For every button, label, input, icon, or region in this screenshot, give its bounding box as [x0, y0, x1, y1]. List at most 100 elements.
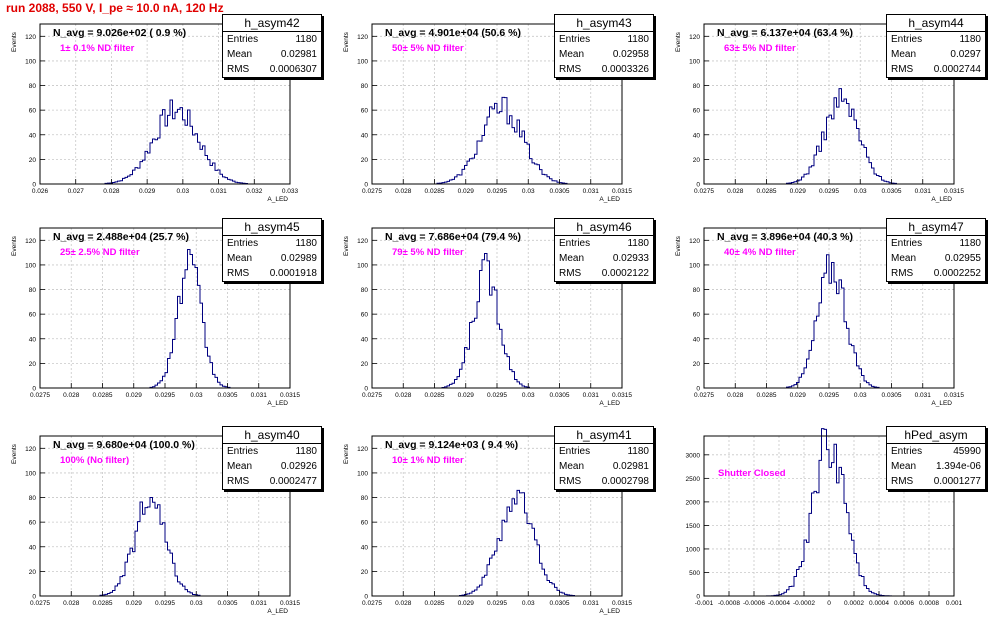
y-tick-label: 100 — [357, 470, 368, 477]
stats-label: RMS — [227, 268, 250, 279]
stats-label: Mean — [559, 49, 585, 60]
filter-annotation: Shutter Closed — [718, 468, 786, 479]
stats-value: 1180 — [627, 446, 649, 457]
x-tick-label: 0.0295 — [819, 392, 839, 399]
stats-value: 0.0297 — [950, 49, 981, 60]
stats-value: 0.02926 — [280, 461, 317, 472]
stats-value: 1180 — [627, 34, 649, 45]
histogram-plot: 0.0275 0.028 0.0285 0.029 0.0295 0.03 0.0305 0.… — [343, 435, 632, 615]
x-tick-label: 0.0295 — [487, 188, 507, 195]
y-tick-label: 20 — [29, 569, 37, 576]
stats-label: Mean — [891, 461, 917, 472]
x-tick-label: 0.0305 — [882, 392, 902, 399]
x-tick-label: 0.0315 — [944, 392, 964, 399]
y-tick-label: 80 — [693, 287, 701, 294]
y-tick-label: 80 — [29, 495, 37, 502]
stats-label: RMS — [227, 64, 250, 75]
y-tick-label: 0 — [364, 386, 368, 393]
x-tick-label: 0.029 — [126, 392, 143, 399]
histogram-title: N_avg = 9.680e+04 (100.0 %) — [53, 439, 195, 451]
stats-label: Entries — [559, 446, 591, 457]
y-tick-label: 2500 — [686, 476, 701, 483]
y-tick-label: 100 — [25, 470, 36, 477]
y-axis-label: Events — [343, 31, 350, 52]
x-axis-label: A_LED — [599, 608, 620, 615]
x-tick-label: 0.029 — [458, 392, 475, 399]
stats-label: Entries — [559, 34, 591, 45]
histogram-title: N_avg = 2.488e+04 (25.7 %) — [53, 231, 189, 243]
x-tick-label: 0.0315 — [612, 392, 632, 399]
stats-hist-name: h_asym46 — [555, 219, 653, 236]
y-tick-label: 120 — [25, 34, 36, 41]
stats-value: 0.0002252 — [933, 268, 981, 279]
y-axis-label: Events — [675, 235, 682, 256]
stats-label: Mean — [891, 49, 917, 60]
stats-hist-name: h_asym41 — [555, 427, 653, 444]
y-axis-label: Events — [11, 443, 18, 464]
stats-row-entries: Entries 1180 — [887, 236, 985, 251]
x-axis-label: A_LED — [267, 196, 288, 203]
stats-label: RMS — [559, 64, 582, 75]
stats-row-rms: RMS 0.0001918 — [223, 266, 321, 281]
stats-label: Entries — [227, 446, 259, 457]
y-tick-label: 100 — [357, 58, 368, 65]
x-tick-label: 0.032 — [246, 188, 263, 195]
x-tick-label: 0.031 — [915, 392, 932, 399]
histogram-line — [40, 99, 290, 185]
stats-label: RMS — [891, 476, 914, 487]
stats-label: RMS — [559, 268, 582, 279]
x-tick-label: 0.0275 — [362, 392, 382, 399]
stats-value: 0.02958 — [612, 49, 649, 60]
y-tick-label: 120 — [689, 34, 700, 41]
x-tick-label: 0.0275 — [30, 600, 50, 607]
y-tick-label: 60 — [361, 520, 369, 527]
x-tick-label: 0.03 — [190, 600, 203, 607]
y-axis-label: Events — [11, 31, 18, 52]
histogram-title: N_avg = 4.901e+04 (50.6 %) — [385, 27, 521, 39]
y-tick-label: 40 — [361, 336, 369, 343]
x-tick-label: 0.0305 — [218, 600, 238, 607]
stats-row-entries: Entries 1180 — [223, 444, 321, 459]
x-tick-label: 0.0305 — [550, 188, 570, 195]
x-tick-label: 0.027 — [68, 188, 85, 195]
histogram-panel-h_asym42: 0.026 0.027 0.028 0.029 0.03 0.031 0.032 0.033 0… — [0, 12, 332, 212]
histogram-plot: 0.0275 0.028 0.0285 0.029 0.0295 0.03 0.0305 0.… — [675, 227, 964, 407]
y-tick-label: 500 — [689, 570, 700, 577]
stats-value: 1.394e-06 — [935, 461, 981, 472]
x-tick-label: 0.03 — [177, 188, 190, 195]
filter-annotation: 100% (No filter) — [60, 455, 129, 466]
stats-box: h_asym44 Entries 1180 Mean 0.0297 RMS 0.000274… — [886, 14, 986, 78]
stats-label: Mean — [891, 253, 917, 264]
x-tick-label: 0.0315 — [944, 188, 964, 195]
x-tick-label: 0.0295 — [819, 188, 839, 195]
y-tick-label: 40 — [693, 132, 701, 139]
stats-row-mean: Mean 1.394e-06 — [887, 459, 985, 474]
stats-label: Mean — [559, 461, 585, 472]
stats-label: Entries — [891, 446, 923, 457]
y-axis-label: Events — [343, 235, 350, 256]
y-tick-label: 1500 — [686, 523, 701, 530]
stats-label: RMS — [891, 268, 914, 279]
x-tick-label: 0.03 — [522, 188, 535, 195]
stats-label: Mean — [227, 49, 253, 60]
y-tick-label: 40 — [29, 132, 37, 139]
y-tick-label: 100 — [25, 58, 36, 65]
filter-annotation: 79± 5% ND filter — [392, 247, 464, 258]
stats-row-rms: RMS 0.0002798 — [555, 474, 653, 489]
x-axis-label: A_LED — [267, 400, 288, 407]
y-tick-label: 20 — [361, 569, 369, 576]
histogram-title: N_avg = 3.896e+04 (40.3 %) — [717, 231, 853, 243]
stats-label: Entries — [227, 34, 259, 45]
x-axis-label: A_LED — [267, 608, 288, 615]
stats-value: 0.0001277 — [933, 476, 981, 487]
x-axis-label: A_LED — [599, 196, 620, 203]
filter-annotation: 50± 5% ND filter — [392, 43, 464, 54]
filter-annotation: 25± 2.5% ND filter — [60, 247, 140, 258]
y-tick-label: 60 — [29, 520, 37, 527]
stats-label: Entries — [227, 238, 259, 249]
histogram-plot: 0.0275 0.028 0.0285 0.029 0.0295 0.03 0.0305 0.… — [11, 435, 300, 615]
stats-value: 1180 — [959, 238, 981, 249]
stats-row-mean: Mean 0.0297 — [887, 47, 985, 62]
y-tick-label: 60 — [361, 312, 369, 319]
stats-row-rms: RMS 0.0003326 — [555, 62, 653, 77]
